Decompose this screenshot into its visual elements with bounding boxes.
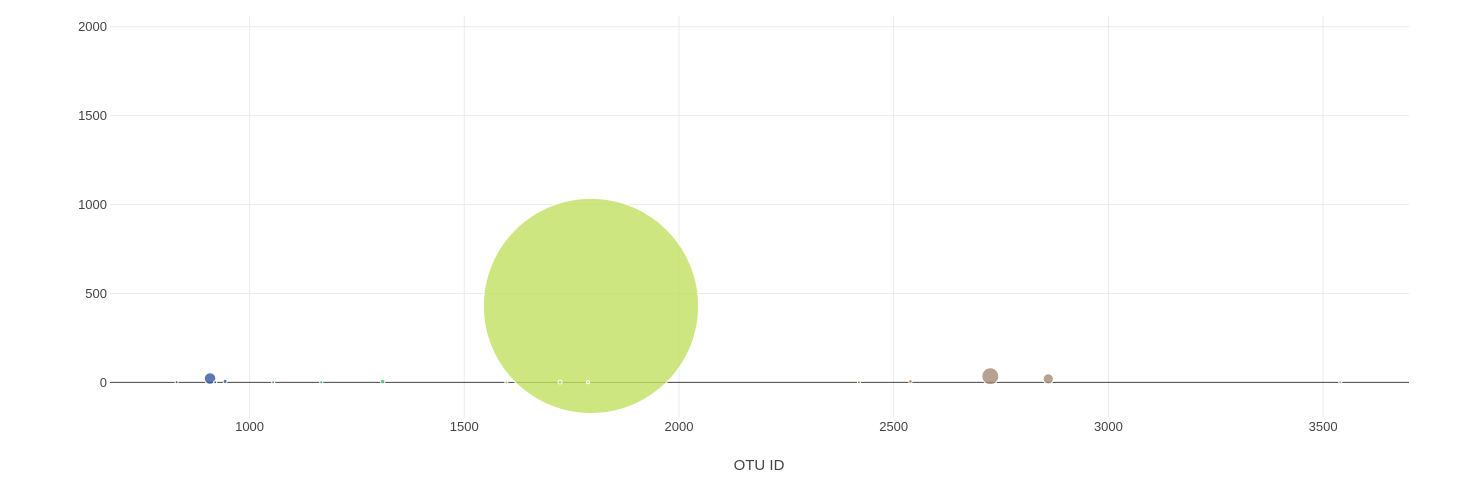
x-tick-label: 3500: [1309, 419, 1338, 434]
bubble-point[interactable]: [981, 367, 1000, 386]
tick-labels: 1000 1500 2000 2500 3000 3500 0 500 1000 1500 2000: [78, 19, 1337, 434]
bubble-point[interactable]: [504, 380, 509, 385]
y-tick-label: 2000: [78, 19, 107, 34]
bubble-layer: [174, 197, 1343, 415]
bubble-point[interactable]: [222, 378, 228, 384]
x-tick-label: 2500: [879, 419, 908, 434]
y-tick-label: 1000: [78, 197, 107, 212]
bubble-point[interactable]: [908, 379, 913, 384]
bubble-point[interactable]: [213, 380, 218, 385]
x-tick-label: 1500: [450, 419, 479, 434]
x-tick-label: 1000: [235, 419, 264, 434]
y-tick-label: 500: [85, 286, 107, 301]
bubble-point[interactable]: [482, 197, 700, 415]
x-tick-label: 3000: [1094, 419, 1123, 434]
bubble-point[interactable]: [585, 380, 590, 385]
grid-lines: [110, 16, 1409, 418]
x-tick-label: 2000: [665, 419, 694, 434]
plot-area: [110, 16, 1409, 418]
bubble-point[interactable]: [1042, 373, 1054, 385]
y-tick-label: 1500: [78, 108, 107, 123]
bubble-point[interactable]: [174, 380, 179, 385]
x-axis-title: OTU ID: [734, 457, 785, 474]
bubble-point[interactable]: [203, 372, 217, 385]
bubble-point[interactable]: [319, 380, 324, 385]
bubble-point[interactable]: [856, 380, 861, 385]
bubble-point[interactable]: [1338, 380, 1343, 385]
bubble-point[interactable]: [557, 379, 563, 385]
bubble-point[interactable]: [379, 378, 386, 385]
bubble-point[interactable]: [271, 380, 276, 385]
y-tick-label: 0: [100, 375, 107, 390]
